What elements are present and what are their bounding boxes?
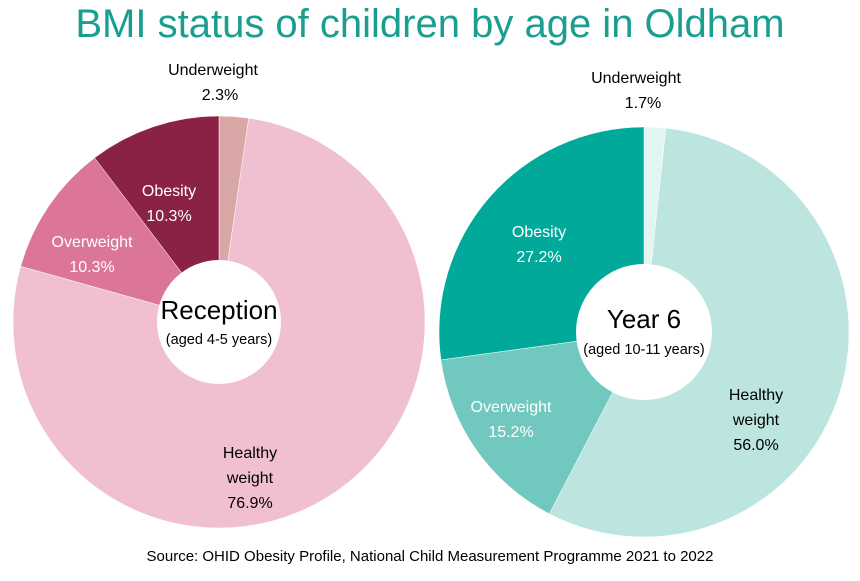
source-note: Source: OHID Obesity Profile, National C… [146,548,714,565]
year-6-label-overweight: Overweight 15.2% [471,399,552,441]
reception-label-overweight: Overweight 10.3% [52,234,133,276]
reception-pie: Reception (aged 4-5 years) Underweight 2.3%… [12,62,426,529]
reception-label-obesity: Obesity 10.3% [142,183,196,225]
year-6-center-title: Year 6 [607,304,681,334]
reception-slice-overweight [20,157,220,323]
year-6-donut-hole [576,264,712,400]
reception-label-healthy-weight: Healthy weight 76.9% [223,445,277,512]
year-6-pie: Year 6 (aged 10-11 years) Underweight 1.7% H… [438,70,850,538]
reception-center-subtitle: (aged 4-5 years) [166,332,272,348]
reception-center-title: Reception [160,295,277,325]
year-6-slice-overweight [440,331,645,515]
year-6-label-healthy-weight: Healthy weight 56.0% [729,387,783,454]
reception-donut-hole [157,260,281,384]
reception-label-underweight: Underweight 2.3% [168,62,258,104]
year-6-center-subtitle: (aged 10-11 years) [583,342,704,358]
year-6-label-underweight: Underweight 1.7% [591,70,681,112]
page-title: BMI status of children by age in Oldham [75,2,785,46]
year-6-label-obesity: Obesity 27.2% [512,224,566,266]
